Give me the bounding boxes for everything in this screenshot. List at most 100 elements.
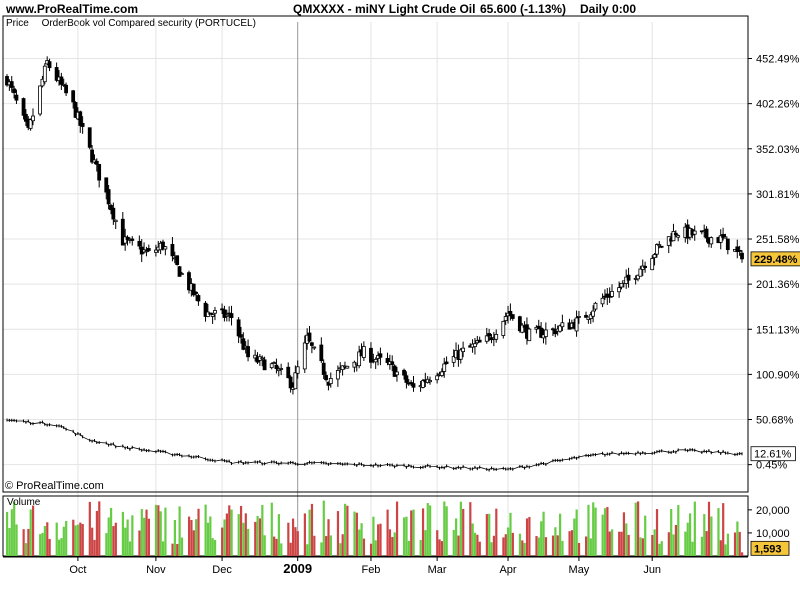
candle-body bbox=[617, 287, 622, 293]
candle-body bbox=[125, 236, 130, 240]
candle-body bbox=[203, 302, 208, 317]
volume-bar bbox=[270, 502, 273, 556]
volume-bar bbox=[577, 542, 581, 556]
candle-body bbox=[335, 370, 340, 380]
volume-bar bbox=[81, 524, 84, 556]
volume-bar bbox=[421, 508, 425, 556]
period-label[interactable]: Daily 0:00 bbox=[580, 2, 637, 16]
candle-body bbox=[588, 314, 593, 319]
volume-bar bbox=[641, 538, 644, 556]
volume-bar bbox=[372, 516, 375, 556]
candle-body bbox=[274, 364, 279, 370]
volume-bar bbox=[674, 524, 678, 556]
y-tick-label: 452.49% bbox=[756, 54, 800, 66]
volume-bar bbox=[570, 530, 574, 556]
volume-bar bbox=[542, 511, 545, 556]
candle-body bbox=[90, 149, 94, 163]
x-tick-label: Oct bbox=[69, 564, 86, 576]
volume-bar bbox=[6, 511, 9, 556]
comparison-line bbox=[6, 419, 743, 471]
volume-bar bbox=[412, 509, 415, 556]
volume-bar bbox=[197, 508, 200, 556]
volume-bar bbox=[388, 529, 392, 556]
volume-bar bbox=[289, 542, 292, 556]
x-tick-label: Mar bbox=[428, 564, 447, 576]
volume-bar bbox=[559, 513, 562, 556]
candle-body bbox=[378, 353, 383, 358]
volume-bar bbox=[438, 539, 441, 556]
candle-body bbox=[71, 90, 76, 103]
volume-bar bbox=[173, 520, 176, 556]
volume-bar bbox=[686, 522, 689, 556]
candle-body bbox=[286, 366, 291, 379]
candle-body bbox=[220, 308, 224, 311]
volume-bar bbox=[329, 535, 332, 556]
volume-bar bbox=[618, 531, 621, 556]
candle-body bbox=[191, 283, 196, 296]
candle-body bbox=[725, 238, 730, 251]
volume-bar bbox=[121, 511, 125, 556]
candle-body bbox=[652, 254, 657, 259]
volume-bar bbox=[91, 527, 94, 556]
candle-body bbox=[120, 218, 125, 246]
volume-bar bbox=[140, 509, 143, 556]
candle-body bbox=[593, 302, 598, 310]
candle-body bbox=[671, 231, 676, 242]
candle-body bbox=[146, 248, 151, 251]
volume-bar bbox=[440, 541, 444, 556]
volume-bar bbox=[280, 543, 283, 556]
volume-bar bbox=[154, 504, 158, 556]
candle-body bbox=[451, 356, 456, 363]
volume-bar bbox=[41, 532, 44, 556]
volume-bar bbox=[109, 507, 113, 556]
candle-body bbox=[704, 228, 709, 239]
candle-body bbox=[302, 342, 307, 370]
candle-body bbox=[31, 115, 35, 122]
candle-body bbox=[361, 346, 366, 358]
site-name[interactable]: www.ProRealTime.com bbox=[6, 2, 139, 16]
volume-bar bbox=[15, 524, 18, 556]
volume-bar bbox=[637, 501, 640, 556]
volume-bar bbox=[225, 513, 228, 556]
volume-bar bbox=[258, 518, 262, 556]
volume-bar bbox=[76, 524, 80, 556]
volume-bar bbox=[379, 523, 382, 556]
candle-body bbox=[345, 365, 350, 369]
volume-bar bbox=[147, 518, 151, 556]
candle-body bbox=[123, 236, 128, 244]
volume-bar bbox=[57, 539, 61, 556]
volume-bar bbox=[124, 527, 127, 556]
volume-bar bbox=[72, 519, 75, 556]
volume-bar bbox=[469, 502, 472, 556]
volume-bar bbox=[29, 509, 32, 556]
candle-body bbox=[40, 78, 45, 87]
candle-body bbox=[64, 84, 68, 94]
candle-body bbox=[170, 244, 175, 257]
volume-title: Volume bbox=[7, 497, 41, 508]
volume-bar bbox=[336, 511, 340, 556]
candle-body bbox=[163, 246, 168, 250]
volume-bar bbox=[653, 529, 656, 556]
candle-body bbox=[179, 273, 184, 275]
volume-bar bbox=[691, 541, 694, 556]
volume-bar bbox=[660, 541, 663, 556]
candle-body bbox=[12, 88, 16, 94]
x-tick-label: Dec bbox=[212, 564, 232, 576]
volume-bar bbox=[95, 510, 99, 556]
instrument-title: QMXXXX - miNY Light Crude Oil bbox=[293, 2, 476, 16]
last-comparison-label: 12.61% bbox=[754, 449, 792, 461]
candle-body bbox=[659, 245, 664, 248]
volume-bar bbox=[242, 522, 245, 556]
candle-body bbox=[340, 365, 345, 371]
y-tick-label: 151.13% bbox=[756, 324, 800, 336]
candle-body bbox=[229, 313, 234, 318]
volume-bar bbox=[457, 535, 460, 556]
volume-bar bbox=[213, 540, 217, 556]
volume-bar bbox=[733, 532, 737, 556]
candle-body bbox=[444, 361, 449, 365]
volume-bar bbox=[622, 512, 626, 556]
volume-bar bbox=[443, 501, 446, 556]
volume-bar bbox=[523, 542, 526, 556]
